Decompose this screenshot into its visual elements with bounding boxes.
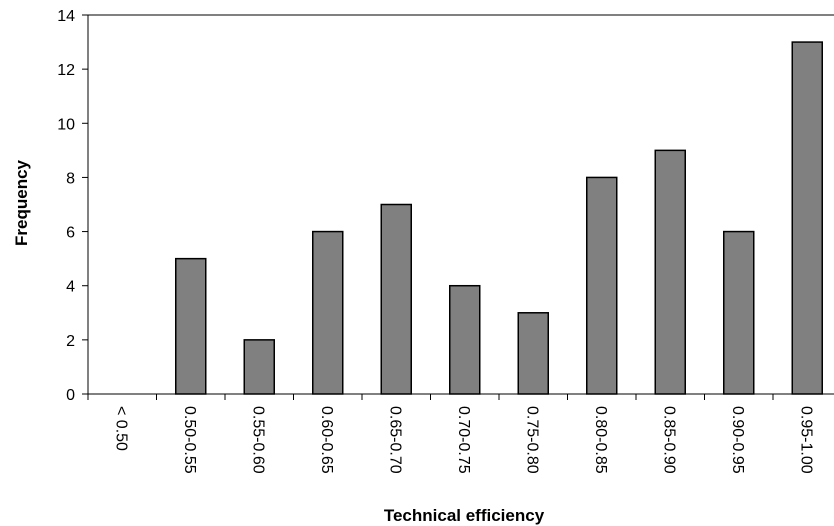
- y-tick-label-2: 2: [66, 333, 75, 350]
- x-tick-label-10: 0.95-1.00: [797, 406, 814, 474]
- bar-8: [654, 149, 686, 395]
- y-tick-label-4: 4: [66, 279, 75, 296]
- x-tick-label-4: 0.65-0.70: [386, 406, 403, 474]
- y-axis-title: Frequency: [12, 159, 31, 246]
- bar-9: [723, 230, 755, 395]
- bar-10: [791, 41, 823, 395]
- bar-3: [312, 230, 344, 395]
- bar-5: [449, 284, 481, 395]
- x-tick-label-8: 0.85-0.90: [660, 406, 677, 474]
- y-tick-label-0: 0: [66, 387, 75, 404]
- x-tick-label-6: 0.75-0.80: [523, 406, 540, 474]
- x-tick-label-7: 0.80-0.85: [592, 406, 609, 474]
- y-tick-label-10: 10: [57, 116, 75, 133]
- y-tick-label-12: 12: [57, 62, 75, 79]
- bar-series: [175, 41, 823, 395]
- y-tick-label-14: 14: [57, 8, 75, 25]
- bar-4: [380, 203, 412, 395]
- x-tick-label-2: 0.55-0.60: [249, 406, 266, 474]
- bar-7: [586, 176, 618, 395]
- x-tick-label-0: < 0.50: [112, 406, 129, 451]
- x-tick-label-3: 0.60-0.65: [318, 406, 335, 474]
- x-tick-label-1: 0.50-0.55: [181, 406, 198, 474]
- x-tick-label-5: 0.70-0.75: [455, 406, 472, 474]
- x-axis-ticks: < 0.50 0.50-0.55 0.55-0.60 0.60-0.65 0.65-0.…: [87, 394, 814, 474]
- bar-2: [243, 339, 275, 395]
- bar-6: [517, 312, 549, 395]
- bar-1: [175, 257, 207, 395]
- x-axis-title: Technical efficiency: [384, 506, 545, 525]
- y-axis-ticks: 0 2 4 6 8 10 12 14: [57, 8, 88, 404]
- y-tick-label-8: 8: [66, 170, 75, 187]
- x-tick-label-9: 0.90-0.95: [729, 406, 746, 474]
- y-tick-label-6: 6: [66, 225, 75, 242]
